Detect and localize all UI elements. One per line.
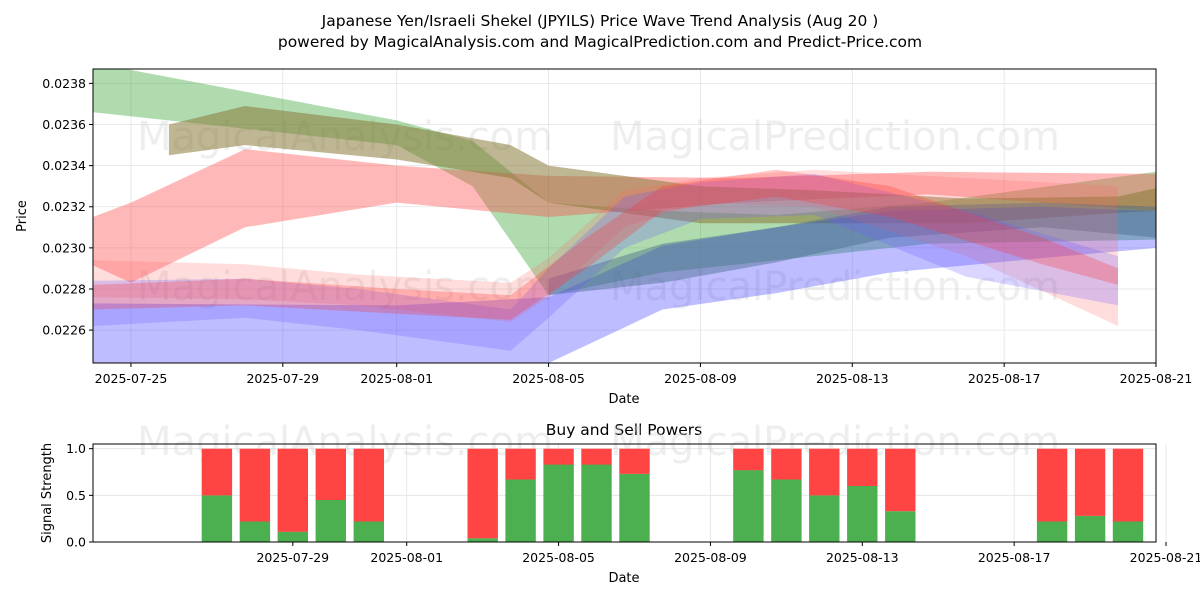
price-x-tick-label: 2025-07-29: [246, 371, 319, 386]
price-y-tick-label: 0.0236: [42, 117, 86, 132]
signal-x-tick-label: 2025-08-21: [1130, 550, 1200, 565]
signal-x-tick-label: 2025-07-29: [256, 550, 329, 565]
price-wave-wave-olive: [168, 106, 1156, 224]
sell-bar: [315, 448, 346, 500]
chart-title: Japanese Yen/Israeli Shekel (JPYILS) Pri…: [321, 12, 879, 30]
signal-x-tick-label: 2025-08-13: [826, 550, 899, 565]
price-y-tick-label: 0.0226: [42, 323, 86, 338]
signal-x-axis-label: Date: [608, 571, 639, 586]
price-watermark: MagicalPrediction.com: [610, 114, 1060, 160]
buy-bar: [467, 538, 498, 542]
price-x-ticks: 2025-07-25 2025-07-29 2025-08-01 2025-08-05…: [95, 363, 1193, 386]
price-x-tick-label: 2025-08-09: [664, 371, 737, 386]
price-waves: [93, 69, 1156, 363]
buy-bar: [505, 479, 536, 542]
price-x-tick-label: 2025-08-13: [816, 371, 889, 386]
price-y-axis-label: Price: [15, 200, 30, 232]
price-x-axis-label: Date: [608, 392, 639, 407]
signal-y-tick-label: 0.5: [66, 488, 86, 503]
price-x-tick-label: 2025-07-25: [95, 371, 168, 386]
price-wave-wave-pink-cluster: [93, 169, 1118, 326]
buy-bar: [1036, 521, 1068, 542]
sell-bar: [543, 448, 574, 465]
sell-bar: [1074, 448, 1106, 516]
signal-x-tick-label: 2025-08-01: [370, 550, 443, 565]
signal-title: Buy and Sell Powers: [546, 421, 703, 439]
sell-bar: [201, 448, 233, 496]
price-y-tick-label: 0.0234: [42, 158, 86, 173]
sell-bar: [847, 448, 878, 486]
buy-bar: [353, 521, 384, 542]
buy-bar: [239, 521, 271, 542]
signal-plot-frame: [92, 443, 1157, 543]
sell-bar: [353, 448, 384, 522]
sell-bar: [771, 448, 802, 480]
buy-bar: [1112, 521, 1144, 542]
signal-x-ticks: 2025-07-29 2025-08-01 2025-08-05 2025-08-09…: [256, 542, 1200, 565]
buy-bar: [771, 479, 802, 542]
sell-bar: [885, 448, 916, 512]
sell-bar: [1036, 448, 1068, 522]
signal-y-tick-label: 1.0: [66, 441, 86, 456]
price-y-tick-label: 0.0228: [42, 281, 86, 296]
signal-x-tick-label: 2025-08-09: [674, 550, 747, 565]
price-x-tick-label: 2025-08-17: [968, 371, 1041, 386]
sell-bar: [277, 448, 308, 532]
price-watermark: MagicalAnalysis.com: [137, 264, 553, 310]
sell-bar: [467, 448, 498, 539]
buy-bar: [733, 470, 764, 542]
buy-bar: [847, 486, 878, 542]
buy-bar: [809, 495, 840, 542]
sell-bar: [239, 448, 271, 522]
signal-x-tick-label: 2025-08-05: [522, 550, 595, 565]
buy-bar: [581, 464, 612, 542]
price-y-tick-label: 0.0230: [42, 240, 86, 255]
buy-bar: [619, 473, 650, 542]
chart-subtitle: powered by MagicalAnalysis.com and Magic…: [278, 33, 922, 51]
signal-y-ticks: 0.0 0.5 1.0: [66, 441, 93, 550]
price-watermark: MagicalPrediction.com: [610, 264, 1060, 310]
sell-bar: [505, 448, 536, 480]
signal-panel: Buy and Sell Powers MagicalAnalysis.com M…: [40, 419, 1200, 586]
price-wave-wave-red-band: [93, 169, 1118, 320]
signal-y-axis-label: Signal Strength: [40, 443, 55, 543]
price-plot-frame: [92, 68, 1157, 364]
signal-bars: [201, 448, 1144, 542]
price-y-tick-label: 0.0232: [42, 199, 86, 214]
price-wave-wave-blue-low: [93, 206, 1156, 363]
signal-x-tick-label: 2025-08-17: [978, 550, 1051, 565]
price-x-tick-label: 2025-08-05: [512, 371, 585, 386]
sell-bar: [1112, 448, 1144, 522]
buy-bar: [277, 531, 308, 542]
sell-bar: [619, 448, 650, 474]
buy-bar: [201, 495, 233, 542]
price-x-tick-label: 2025-08-21: [1120, 371, 1193, 386]
price-panel: MagicalAnalysis.com MagicalPrediction.com…: [15, 68, 1193, 407]
sell-bar: [733, 448, 764, 471]
price-y-ticks: 0.0226 0.0228 0.0230 0.0232 0.0234 0.0236 0.02…: [42, 76, 93, 338]
buy-bar: [315, 500, 346, 542]
sell-bar: [809, 448, 840, 496]
buy-bar: [885, 511, 916, 542]
price-wave-wave-slate: [548, 202, 1156, 296]
price-y-tick-label: 0.0238: [42, 76, 86, 91]
price-wave-wave-red-upper: [93, 149, 1156, 283]
buy-bar: [543, 464, 574, 542]
sell-bar: [581, 448, 612, 465]
buy-bar: [1074, 515, 1106, 542]
price-wave-wave-purple-cluster: [93, 173, 1118, 351]
price-x-tick-label: 2025-08-01: [360, 371, 433, 386]
signal-y-tick-label: 0.0: [66, 535, 86, 550]
